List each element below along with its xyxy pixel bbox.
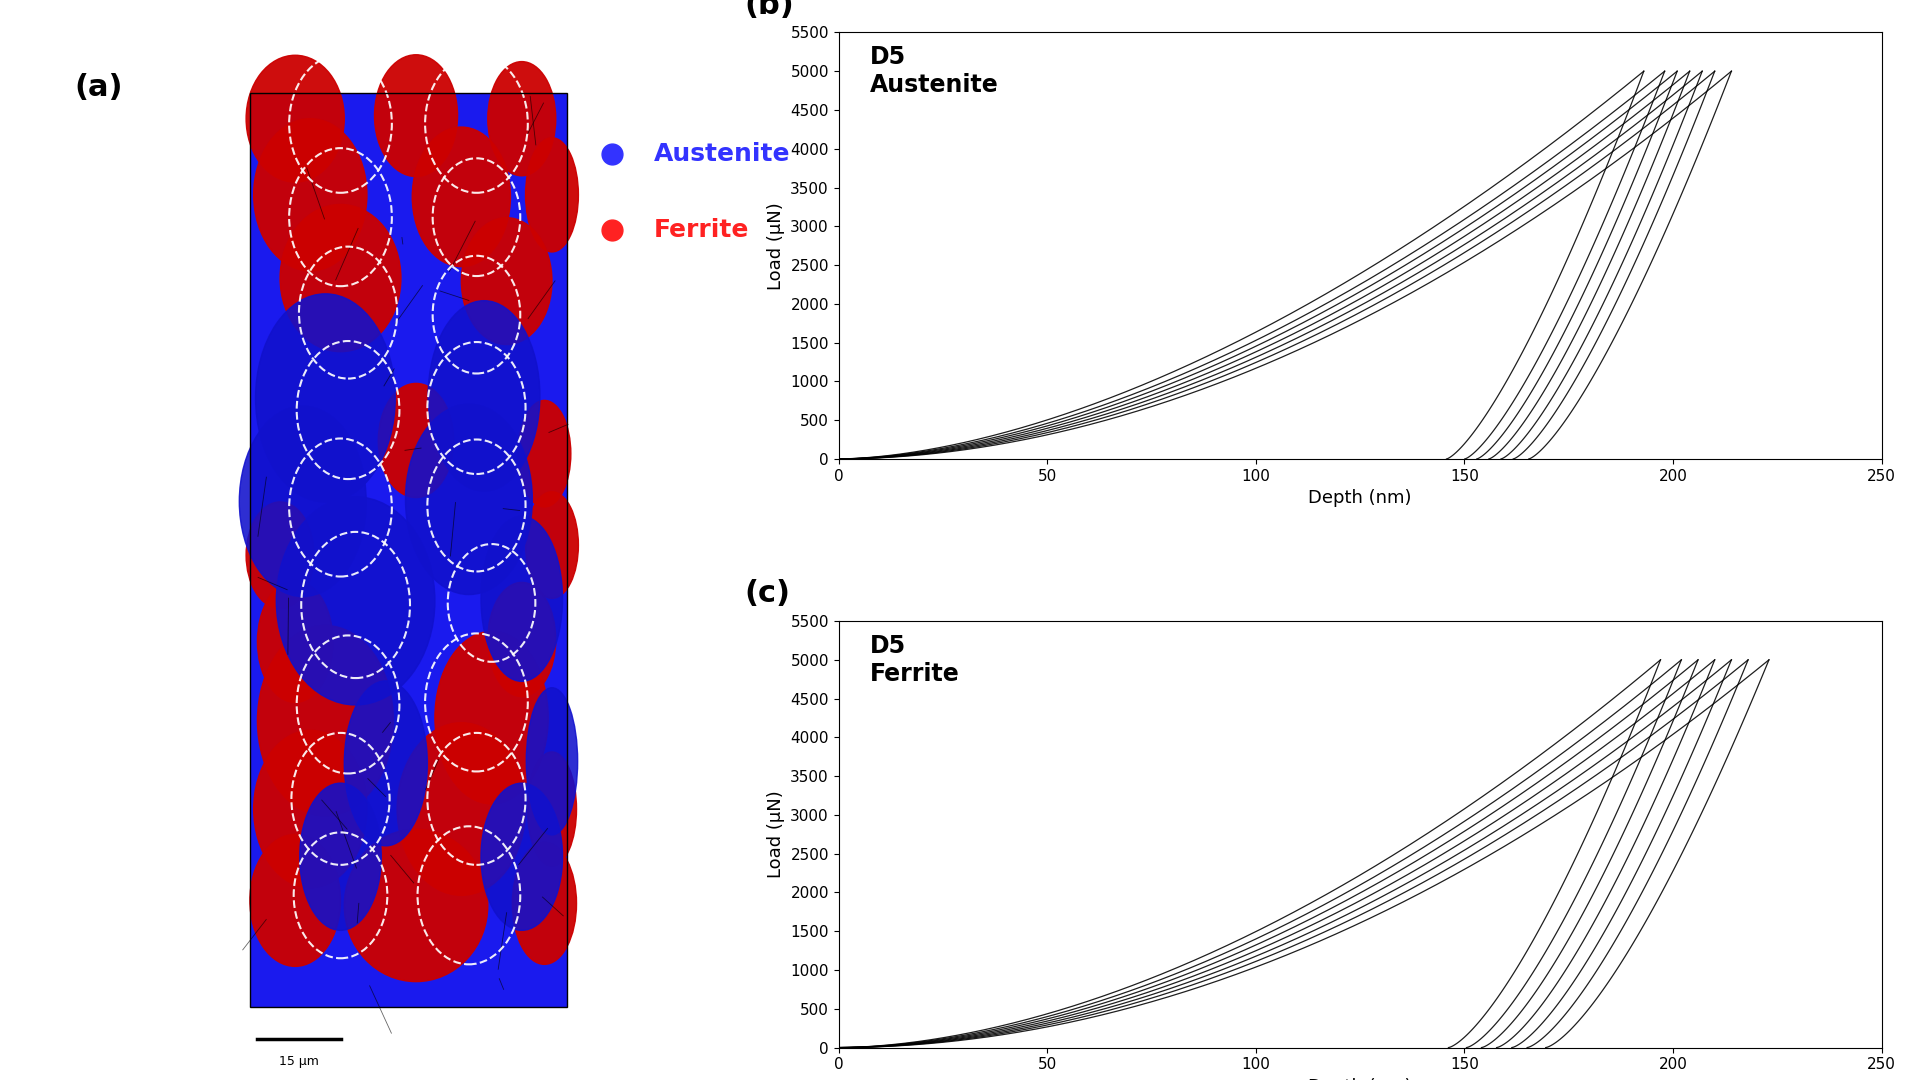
Ellipse shape — [344, 680, 428, 846]
Text: D5
Austenite: D5 Austenite — [870, 45, 998, 97]
Ellipse shape — [526, 688, 578, 835]
Ellipse shape — [526, 491, 578, 598]
Ellipse shape — [397, 723, 526, 895]
Text: 15 μm: 15 μm — [278, 1055, 319, 1068]
Ellipse shape — [374, 55, 457, 176]
Ellipse shape — [513, 842, 576, 964]
Ellipse shape — [255, 294, 396, 502]
Bar — [250, 93, 566, 1007]
Text: (a): (a) — [75, 73, 123, 102]
Ellipse shape — [344, 829, 488, 982]
Text: (b): (b) — [745, 0, 795, 19]
Ellipse shape — [461, 218, 551, 345]
Ellipse shape — [276, 497, 436, 705]
Ellipse shape — [488, 62, 555, 176]
Ellipse shape — [246, 502, 315, 608]
Ellipse shape — [257, 581, 332, 702]
Ellipse shape — [378, 383, 453, 498]
Text: Ferrite: Ferrite — [655, 218, 749, 242]
Ellipse shape — [246, 55, 344, 183]
Ellipse shape — [488, 582, 555, 697]
Ellipse shape — [518, 401, 570, 507]
Ellipse shape — [428, 300, 540, 491]
Ellipse shape — [250, 835, 340, 967]
Y-axis label: Load (μN): Load (μN) — [766, 791, 785, 878]
Bar — [250, 93, 566, 1007]
Ellipse shape — [253, 730, 367, 888]
Ellipse shape — [528, 752, 576, 866]
Text: (c): (c) — [745, 579, 791, 608]
Ellipse shape — [300, 783, 382, 930]
Ellipse shape — [482, 516, 563, 681]
Ellipse shape — [280, 204, 401, 352]
X-axis label: Depth (nm): Depth (nm) — [1308, 1078, 1411, 1080]
X-axis label: Depth (nm): Depth (nm) — [1308, 489, 1411, 508]
Ellipse shape — [257, 625, 394, 815]
Ellipse shape — [413, 127, 511, 267]
Ellipse shape — [240, 406, 367, 596]
Ellipse shape — [482, 783, 563, 930]
Ellipse shape — [436, 632, 549, 804]
Text: Austenite: Austenite — [655, 143, 791, 166]
Ellipse shape — [253, 119, 367, 271]
Ellipse shape — [405, 404, 532, 595]
Ellipse shape — [526, 138, 578, 252]
Text: D5
Ferrite: D5 Ferrite — [870, 634, 960, 686]
Y-axis label: Load (μN): Load (μN) — [766, 202, 785, 289]
